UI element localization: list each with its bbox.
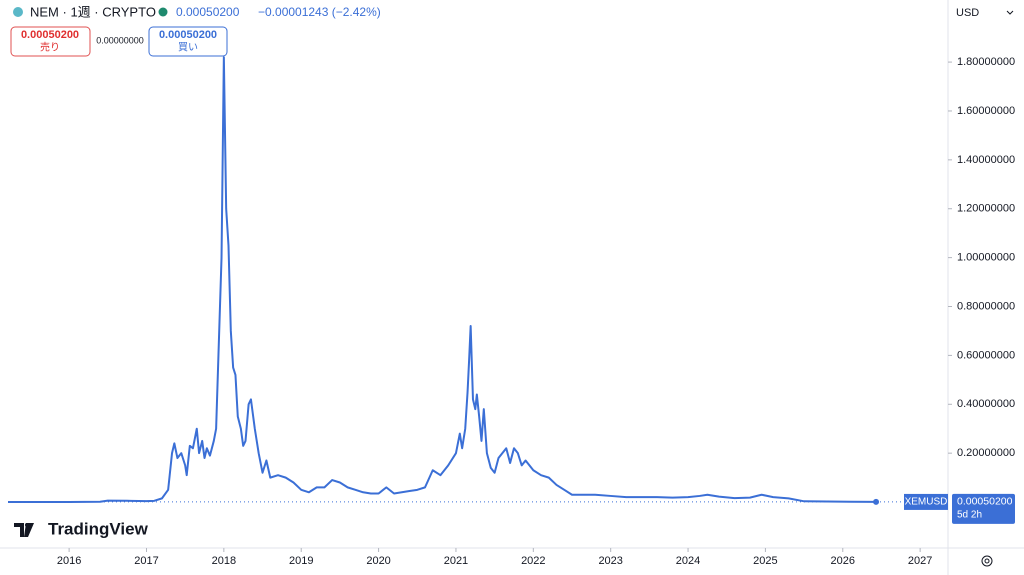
y-tick-label: 0.60000000 (957, 349, 1015, 361)
sell-button[interactable] (10, 26, 91, 57)
x-tick-label: 2027 (908, 555, 932, 567)
brand-logo (14, 523, 34, 537)
price: 0.00050200 (176, 5, 240, 19)
x-tick-label: 2021 (444, 555, 468, 567)
sell-label: 売り (40, 41, 60, 54)
currency-dropdown[interactable] (1006, 10, 1014, 15)
buy-price: 0.00050200 (159, 29, 217, 41)
last-point (873, 498, 880, 505)
symbol-icon (13, 7, 23, 17)
symbol: NEM · 1週 · CRYPTO (30, 4, 156, 19)
ticker: XEMUSD (905, 497, 948, 508)
market-status (158, 7, 168, 17)
ticker-tag (904, 493, 948, 510)
x-tick-label: 2016 (57, 555, 81, 567)
x-tick-label: 2019 (289, 555, 313, 567)
buy-button[interactable] (148, 26, 228, 57)
brand: TradingView (48, 519, 149, 538)
x-tick-label: 2024 (676, 555, 700, 567)
x-tick-label: 2026 (831, 555, 855, 567)
currency[interactable]: USD (956, 7, 979, 19)
x-tick-label: 2022 (521, 555, 545, 567)
y-tick-label: 1.00000000 (957, 252, 1015, 264)
x-tick-label: 2017 (134, 555, 158, 567)
x-tick-label: 2023 (598, 555, 622, 567)
price-line (7, 56, 877, 503)
settings-icon[interactable] (981, 555, 993, 567)
x-tick-label: 2020 (366, 555, 390, 567)
y-tick-label: 1.20000000 (957, 203, 1015, 215)
buy-label: 買い (178, 42, 198, 54)
y-tick-label: 0.20000000 (957, 447, 1015, 459)
change: −0.00001243 (−2.42%) (258, 5, 381, 19)
settings-icon-center (984, 558, 990, 564)
y-tick-label: 1.60000000 (957, 105, 1015, 117)
countdown: 5d 2h (957, 510, 982, 521)
y-tick-label: 0.80000000 (957, 300, 1015, 312)
y-tick-label: 0.40000000 (957, 398, 1015, 410)
sell-price: 0.00050200 (21, 29, 79, 41)
x-tick-label: 2018 (212, 555, 236, 567)
last-price: 0.00050200 (957, 496, 1013, 508)
x-tick-label: 2025 (753, 555, 777, 567)
price-tag (952, 493, 1015, 524)
y-tick-label: 1.80000000 (957, 56, 1015, 68)
spread: 0.00000000 (96, 35, 144, 45)
y-tick-label: 1.40000000 (957, 154, 1015, 166)
